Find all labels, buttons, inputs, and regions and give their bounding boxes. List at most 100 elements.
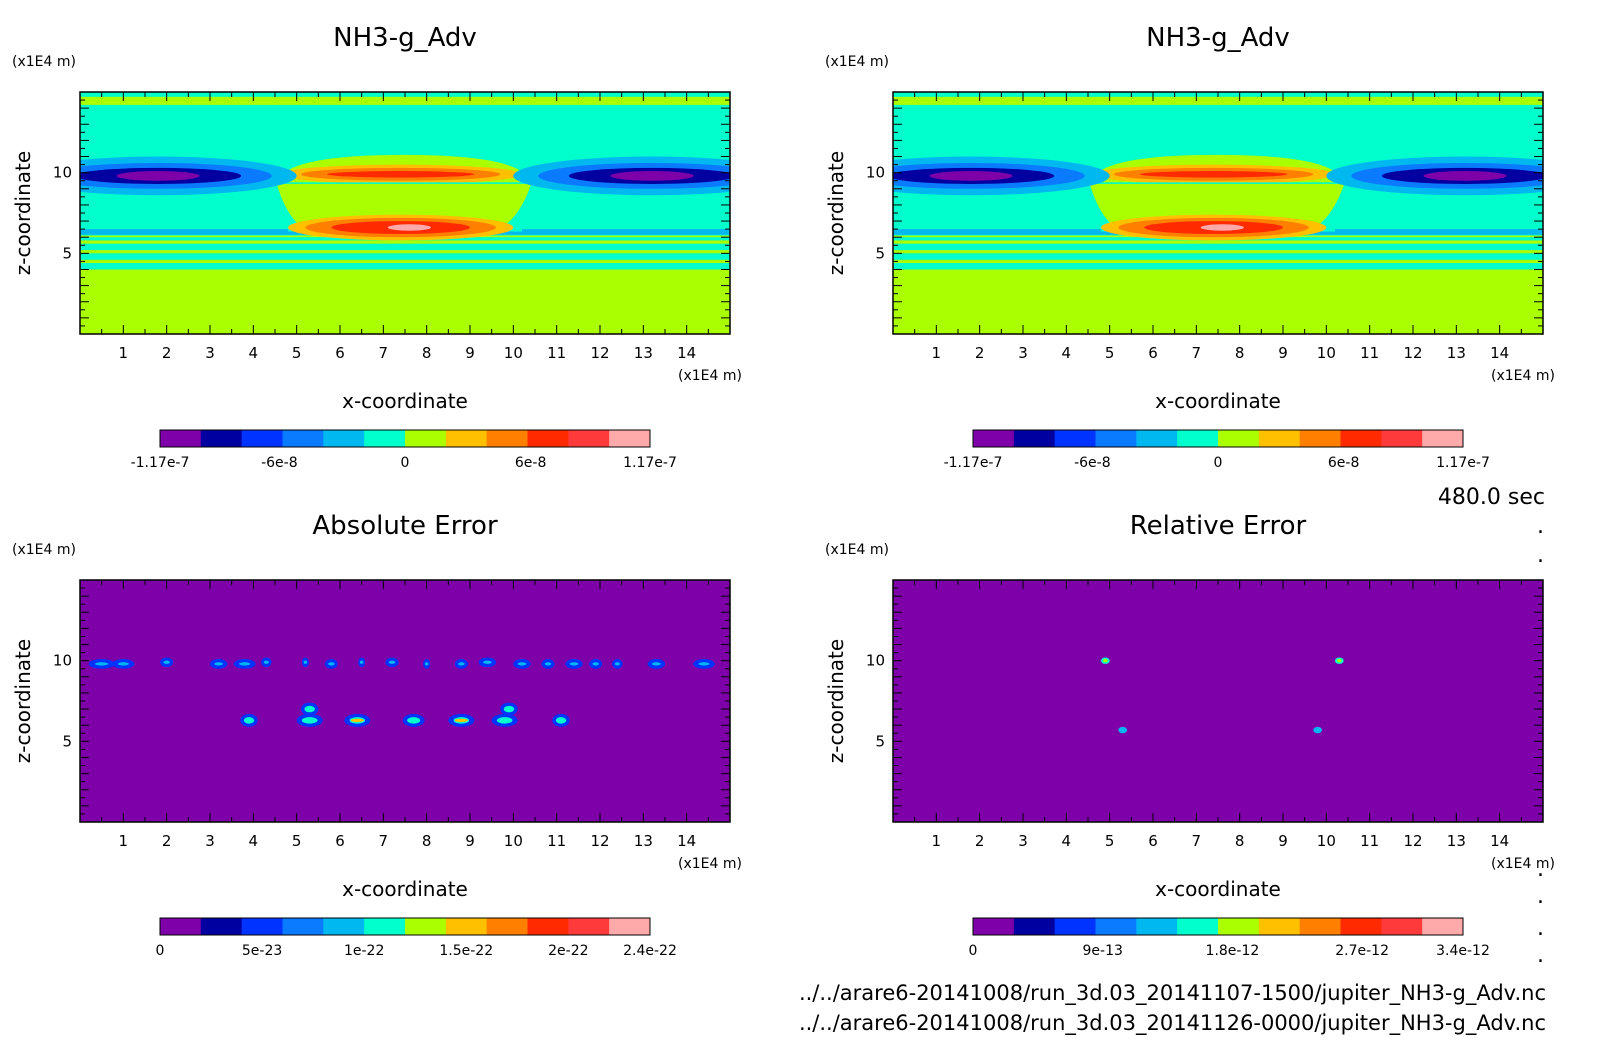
error-spot	[614, 662, 620, 666]
x-tick-label: 4	[249, 344, 259, 362]
field-band	[80, 250, 730, 254]
colorbar-swatch	[405, 430, 447, 447]
x-tick-label: 11	[547, 344, 566, 362]
x-tick-label: 3	[205, 344, 215, 362]
x-unit-label: (x1E4 m)	[678, 368, 742, 384]
x-axis-label: x-coordinate	[1155, 877, 1281, 901]
field-dome-line	[1075, 182, 1361, 184]
colorbar-swatch	[568, 918, 610, 935]
x-axis-label: x-coordinate	[342, 389, 468, 413]
field-cold-band	[522, 229, 730, 234]
field-cold-band	[1335, 229, 1543, 234]
error-spot	[1103, 659, 1108, 663]
marker-dot: .	[1537, 916, 1544, 941]
y-tick-label: 5	[62, 244, 72, 262]
x-tick-label: 11	[1360, 832, 1379, 850]
error-spot	[243, 717, 255, 724]
colorbar-swatch	[973, 918, 1015, 935]
x-tick-label: 10	[1317, 832, 1336, 850]
error-spot	[555, 717, 567, 724]
y-axis-label: z-coordinate	[11, 151, 35, 275]
y-tick-label: 10	[866, 652, 885, 670]
error-spot	[698, 662, 710, 666]
colorbar-swatch	[1340, 918, 1382, 935]
colorbar-tick-label: 2.7e-12	[1335, 943, 1389, 959]
x-tick-label: 13	[1447, 344, 1466, 362]
x-tick-label: 14	[1490, 832, 1509, 850]
colorbar-frame	[159, 429, 651, 448]
colorbar-swatch	[445, 430, 488, 447]
error-spot	[483, 660, 492, 664]
x-tick-label: 5	[1105, 832, 1115, 850]
colorbar-swatch	[200, 430, 243, 447]
y-tick-label: 10	[866, 164, 885, 182]
error-peak	[350, 718, 364, 722]
colorbar-swatch	[1381, 430, 1423, 447]
field-band	[80, 240, 730, 244]
colorbar-swatch	[973, 430, 1015, 447]
y-tick-label: 10	[53, 164, 72, 182]
x-unit-label: (x1E4 m)	[678, 856, 742, 872]
x-tick-label: 3	[205, 832, 215, 850]
y-tick-label: 5	[875, 732, 885, 750]
chart-title: Relative Error	[1130, 511, 1307, 541]
field-cold-band	[80, 229, 288, 234]
plot-area	[80, 580, 730, 822]
x-tick-label: 11	[1360, 344, 1379, 362]
error-spot	[263, 660, 269, 664]
colorbar-swatch	[323, 430, 365, 447]
colorbar-tick-label: 1e-22	[344, 943, 384, 959]
x-axis-label: x-coordinate	[1155, 389, 1281, 413]
field-band	[893, 240, 1543, 244]
field-dome-peak	[387, 224, 432, 231]
field-cold-lobe	[116, 171, 200, 181]
error-spot	[458, 662, 465, 666]
field-band	[893, 250, 1543, 254]
x-tick-label: 13	[1447, 832, 1466, 850]
field-lower-layer	[893, 269, 1543, 334]
colorbar-swatch	[1258, 918, 1301, 935]
field-top-band	[893, 96, 1543, 105]
colorbar-tick-label: 9e-13	[1083, 943, 1123, 959]
error-spot	[1337, 659, 1342, 663]
error-spot	[303, 660, 308, 664]
colorbar-tick-label: -6e-8	[261, 455, 298, 471]
error-spot	[328, 662, 335, 666]
x-tick-label: 5	[1105, 344, 1115, 362]
field-top-band	[80, 96, 730, 105]
x-tick-label: 7	[1192, 344, 1202, 362]
colorbar-tick-label: 5e-23	[242, 943, 282, 959]
plot-area	[80, 92, 730, 334]
x-tick-label: 13	[634, 344, 653, 362]
colorbar-swatch	[241, 430, 283, 447]
x-tick-label: 6	[335, 832, 345, 850]
y-tick-label: 5	[875, 244, 885, 262]
x-tick-label: 3	[1018, 344, 1028, 362]
error-spot	[517, 662, 527, 666]
x-tick-label: 4	[249, 832, 259, 850]
chart-title: NH3-g_Adv	[333, 23, 477, 53]
x-tick-label: 1	[119, 832, 129, 850]
x-tick-label: 2	[162, 832, 172, 850]
colorbar-swatch	[527, 430, 569, 447]
colorbar-swatch	[405, 918, 447, 935]
error-spot	[652, 662, 661, 666]
colorbar-swatch	[445, 918, 488, 935]
x-tick-label: 3	[1018, 832, 1028, 850]
colorbar-swatch	[160, 430, 202, 447]
x-tick-label: 10	[504, 344, 523, 362]
x-tick-label: 9	[1278, 344, 1288, 362]
x-tick-label: 2	[975, 832, 985, 850]
colorbar-swatch	[1013, 430, 1056, 447]
y-unit-label: (x1E4 m)	[12, 54, 76, 70]
x-tick-label: 5	[292, 832, 302, 850]
colorbar-swatch	[200, 918, 243, 935]
colorbar-swatch	[364, 430, 406, 447]
y-unit-label: (x1E4 m)	[12, 542, 76, 558]
colorbar-swatch	[1299, 430, 1341, 447]
error-spot	[117, 662, 129, 666]
y-unit-label: (x1E4 m)	[825, 54, 889, 70]
